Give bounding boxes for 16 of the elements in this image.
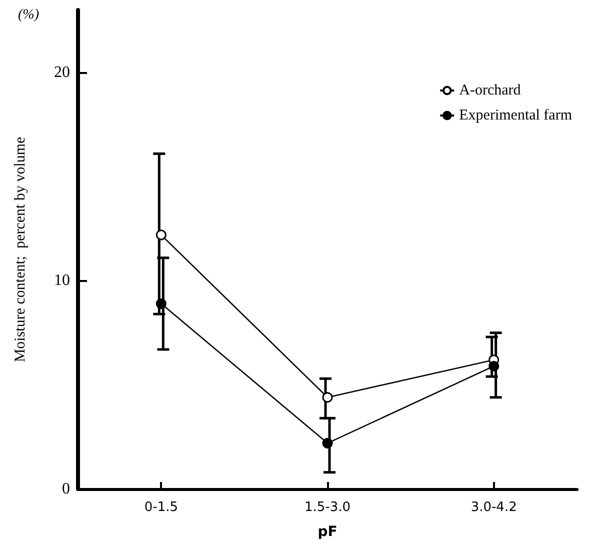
x-tick-label: 0-1.5 — [144, 500, 178, 515]
point — [322, 392, 333, 403]
text: (%) — [18, 8, 40, 22]
y-tick-label: 20 — [54, 64, 70, 81]
point — [156, 298, 166, 309]
y-tick-label: 10 — [54, 272, 70, 290]
y-axis-title: Moisture content; percent by volume — [12, 136, 28, 362]
legend-label: Experimental farm — [459, 108, 572, 124]
legend-label: A-orchard — [459, 82, 522, 98]
y-tick-label: 0 — [62, 480, 70, 498]
x-tick-label: 3.0-4.2 — [470, 500, 517, 515]
x-tick-label: 1.5-3.0 — [304, 500, 351, 515]
point — [322, 438, 333, 448]
point — [488, 360, 500, 372]
point — [156, 230, 166, 240]
x-axis-title: pF — [318, 524, 338, 540]
